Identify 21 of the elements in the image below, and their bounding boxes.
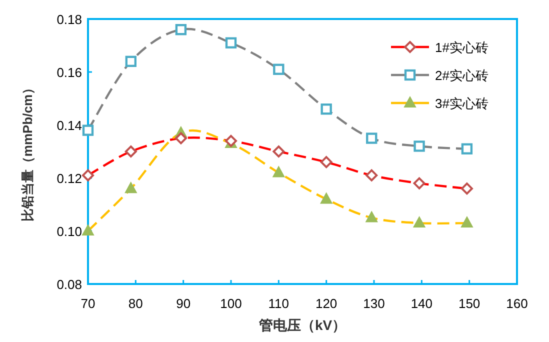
y-tick-label: 0.18 [56, 12, 82, 27]
x-tick-label: 160 [506, 296, 528, 311]
x-axis-title: 管电压（kV） [258, 317, 346, 333]
x-tick-label: 140 [410, 296, 433, 311]
x-tick-label: 90 [176, 296, 191, 311]
x-tick-label: 100 [220, 296, 242, 311]
x-tick-label: 120 [315, 296, 338, 311]
x-tick-label: 150 [458, 296, 480, 311]
legend-label: 1#实心砖 [435, 40, 488, 55]
y-tick-label: 0.10 [56, 224, 82, 239]
y-tick-label: 0.12 [56, 171, 82, 186]
y-axis-title: 比铅当量（mmPb/cm） [20, 81, 35, 222]
y-tick-label: 0.08 [56, 277, 82, 292]
legend-label: 3#实心砖 [435, 96, 488, 111]
x-tick-label: 130 [363, 296, 385, 311]
legend-label: 2#实心砖 [435, 68, 488, 83]
x-tick-label: 110 [268, 296, 290, 311]
y-tick-label: 0.14 [56, 118, 82, 133]
x-tick-label: 80 [128, 296, 143, 311]
y-tick-label: 0.16 [56, 65, 82, 80]
x-tick-label: 70 [80, 296, 96, 311]
